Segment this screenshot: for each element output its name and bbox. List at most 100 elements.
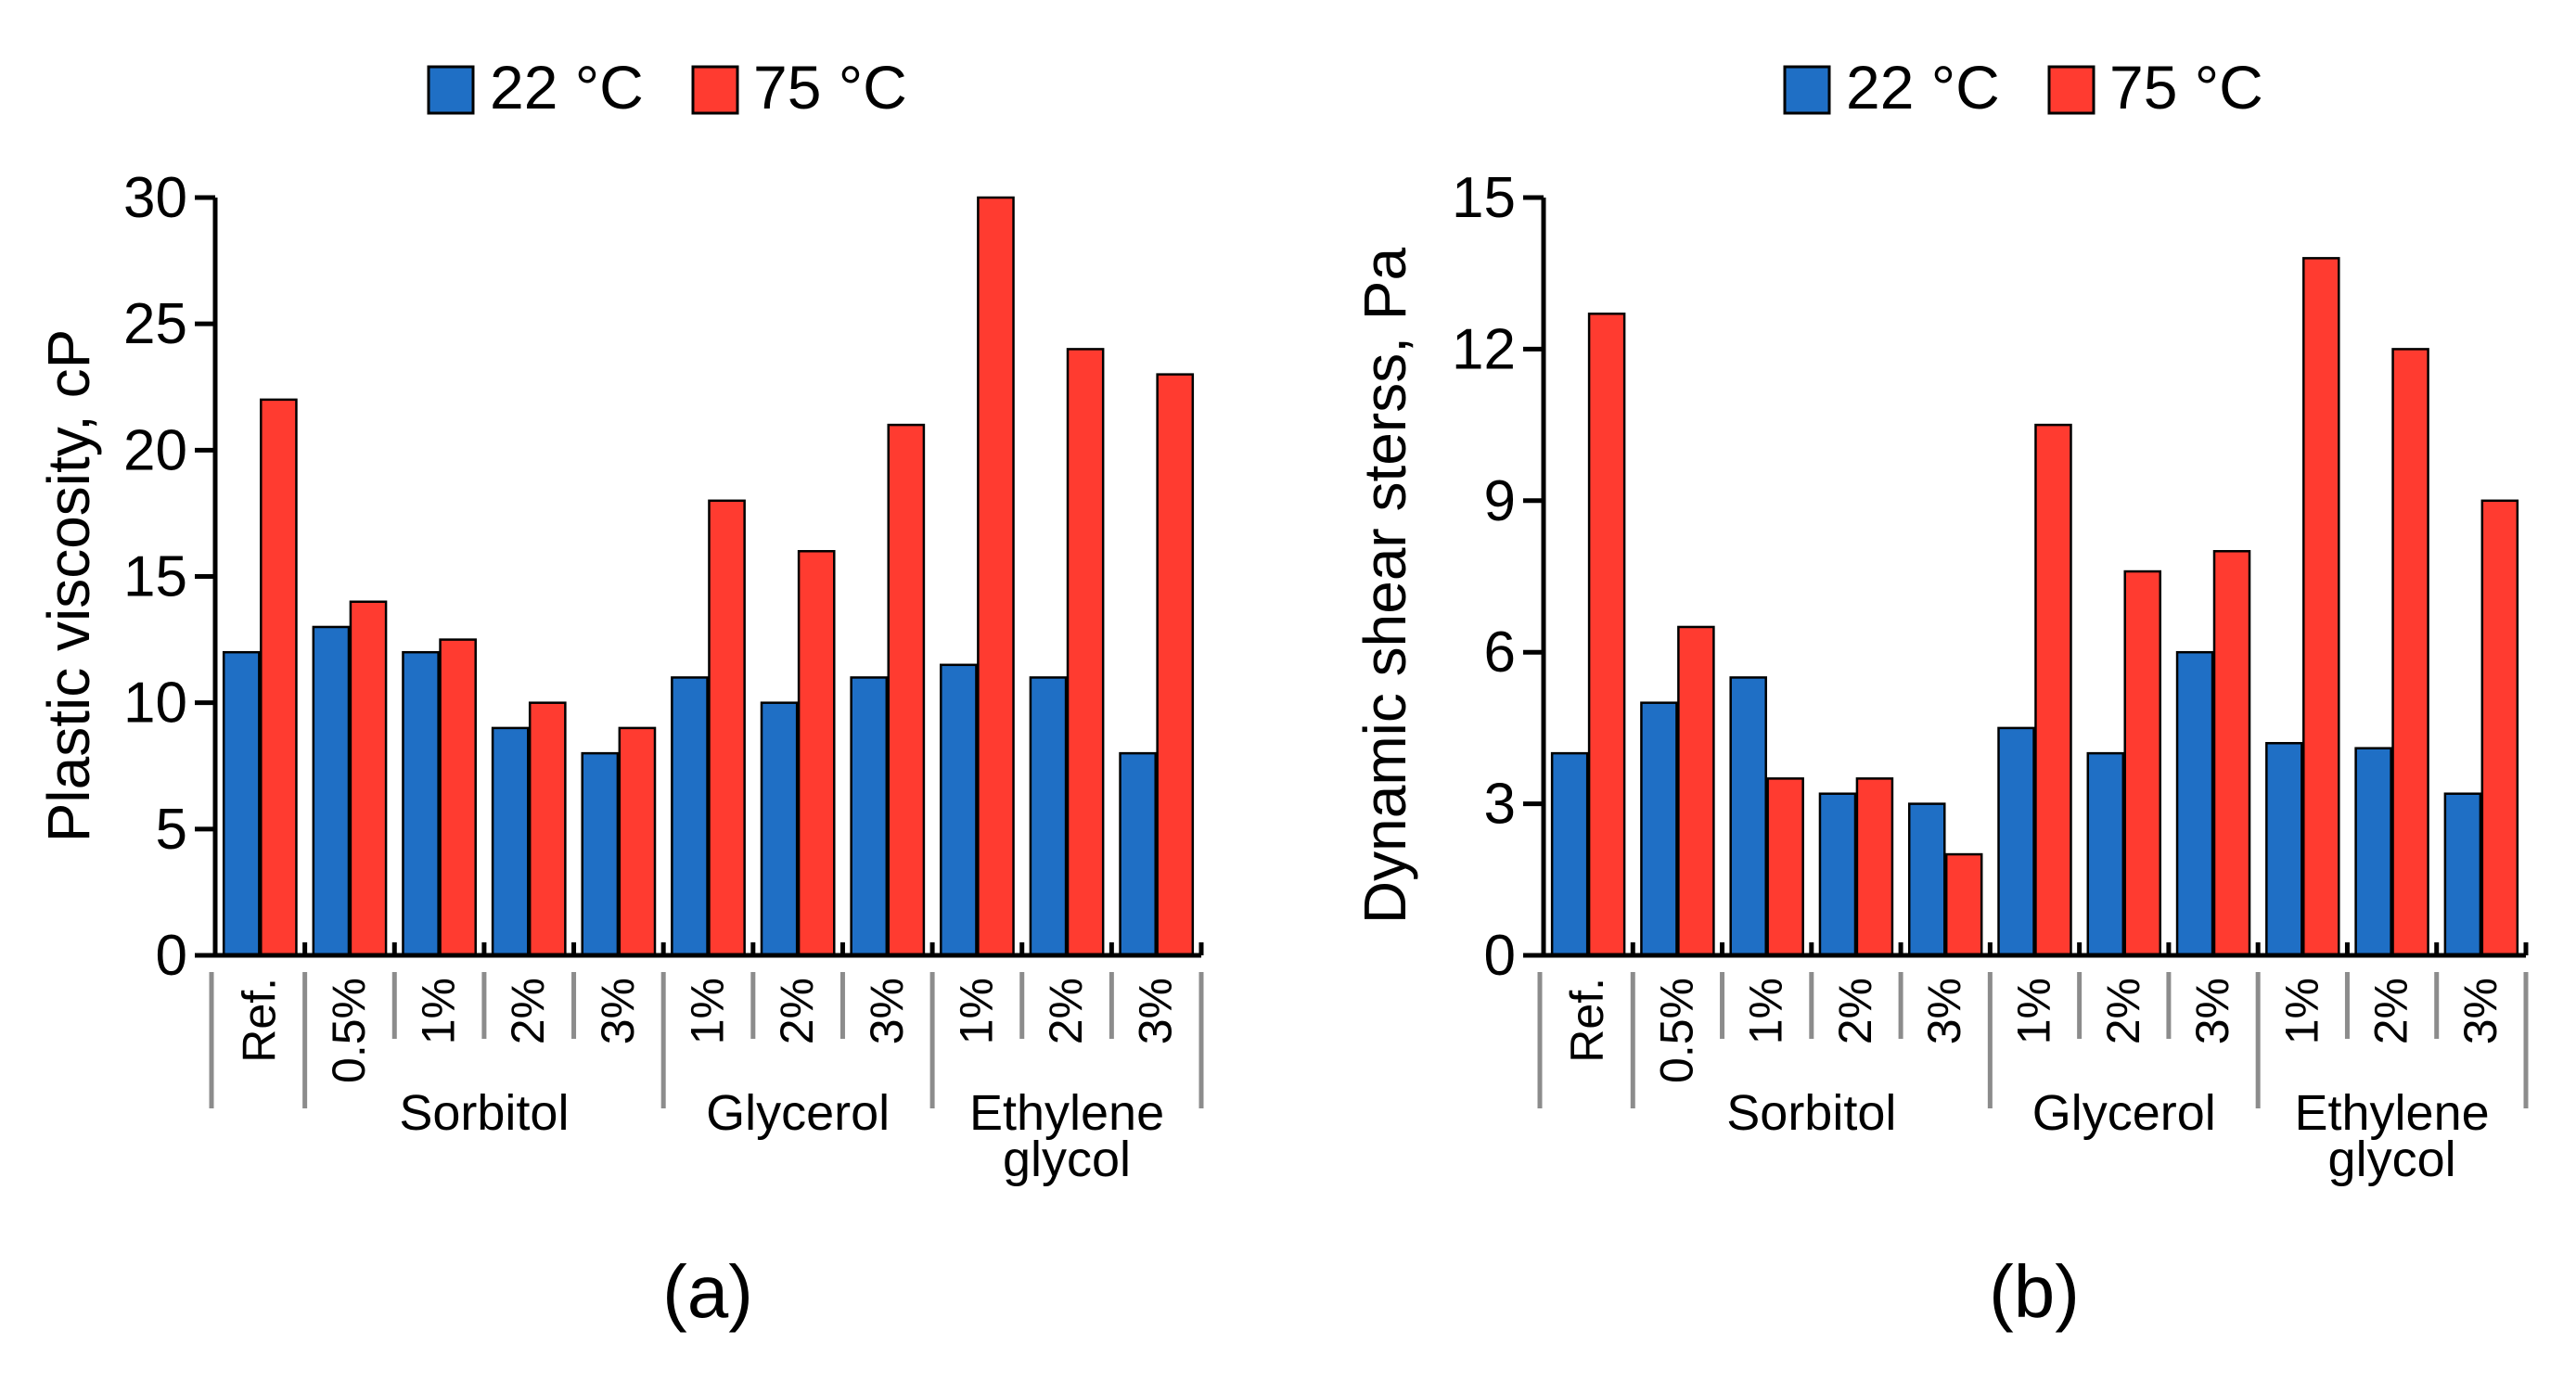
bar-75c-1 [1677,625,1715,957]
panel-label: (a) [662,1250,753,1333]
bar-22c-1 [312,625,351,957]
legend-swatch-75c [2047,65,2095,115]
bar-75c-4 [1944,852,1983,957]
y-tick-label: 0 [156,924,187,988]
bar-22c-4 [581,751,620,957]
bar-75c-3 [528,701,567,957]
bar-22c-0 [222,650,261,957]
x-tick-label: 2% [1829,978,1881,1044]
x-tick-label: 1% [1740,978,1792,1044]
x-tick-label: 2% [502,978,554,1044]
bar-22c-8 [2265,741,2303,957]
y-tick-label: 30 [123,166,187,230]
x-tick-label: 3% [2186,978,2238,1044]
group-label: Ethylene [2295,1085,2490,1141]
x-tick-label: 3% [1130,978,1182,1044]
bar-22c-10 [1119,751,1157,957]
bar-22c-10 [2443,792,2482,957]
y-tick-label: 10 [123,672,187,736]
bar-75c-3 [1855,777,1894,957]
bar-22c-6 [760,701,799,957]
x-tick-label: 2% [2097,978,2149,1044]
bar-75c-0 [1587,313,1626,957]
y-tick-label: 20 [123,418,187,482]
y-tick-label: 0 [1484,924,1516,988]
group-label: glycol [1003,1132,1131,1187]
bar-22c-6 [2086,751,2125,957]
group-label: Glycerol [706,1085,890,1141]
bar-75c-2 [439,638,477,957]
chart-panel-b: 0 3 6 9 12 15 Ref. 0.5% 1% 2% 3% 1% 2% 3% 1% 2% 3% Sorbit… [1352,53,2529,1333]
y-axis-title: Dynamic shear sterss, Pa [1352,248,1418,925]
x-tick-label: 3% [592,978,644,1044]
bar-22c-0 [1550,751,1589,957]
bar-75c-8 [977,196,1015,957]
chart-panel-a: 0 5 10 15 20 25 30 Ref. 0.5% 1% 2% 3% 1% 2% 3% 1% 2% 3% So… [35,53,1204,1333]
group-label: Sorbitol [399,1085,569,1141]
legend-swatch-75c [691,65,739,115]
bar-22c-9 [2354,747,2392,957]
bar-22c-2 [1729,676,1767,957]
x-tick-label: 0.5% [1650,978,1702,1083]
legend-label-75c: 75 °C [2109,53,2263,122]
bar-75c-1 [349,600,388,957]
bar-75c-8 [2302,257,2340,957]
bar-22c-9 [1029,676,1068,957]
group-label: Glycerol [2032,1085,2216,1141]
group-label: Ethylene [969,1085,1164,1141]
bar-22c-3 [1818,792,1857,957]
x-tick-label: 1% [413,978,465,1044]
bar-75c-7 [2212,550,2251,957]
bar-75c-6 [2123,569,2162,957]
bar-75c-10 [1156,373,1195,957]
y-axis-title: Plastic viscosity, cP [35,329,102,843]
bar-75c-5 [708,499,746,957]
x-tick-label: 2% [771,978,823,1044]
bar-75c-4 [618,726,657,957]
legend-swatch-22c [1783,65,1831,115]
panel-label: (b) [1989,1250,2080,1333]
x-tick-label: Ref. [1561,978,1613,1063]
x-tick-label: 2% [1040,978,1092,1044]
bar-22c-8 [940,663,978,957]
bar-22c-1 [1640,701,1678,957]
legend-label-22c: 22 °C [490,53,644,122]
group-label: Sorbitol [1726,1085,1896,1141]
bar-22c-4 [1907,802,1946,957]
x-tick-label: 1% [682,978,734,1044]
bar-75c-9 [2391,348,2429,957]
bar-22c-2 [402,650,440,957]
y-tick-label: 9 [1484,469,1516,533]
bar-75c-9 [1066,348,1105,957]
y-tick-label: 6 [1484,621,1516,685]
y-tick-label: 15 [1452,166,1516,230]
y-tick-label: 15 [123,545,187,609]
legend-label-22c: 22 °C [1846,53,2000,122]
bar-75c-7 [887,423,926,957]
x-tick-label: 3% [2454,978,2506,1044]
bar-22c-3 [491,726,530,957]
y-tick-label: 25 [123,292,187,356]
bar-22c-5 [1997,726,2035,957]
bar-75c-5 [2034,423,2072,957]
x-tick-label: 3% [861,978,913,1044]
y-tick-label: 3 [1484,773,1516,837]
legend-label-75c: 75 °C [753,53,907,122]
group-label: glycol [2328,1132,2456,1187]
bar-22c-5 [671,676,709,957]
x-tick-label: 1% [2275,978,2327,1044]
x-tick-label: 1% [2008,978,2060,1044]
bar-22c-7 [2175,650,2214,957]
y-tick-label: 12 [1452,317,1516,381]
bar-75c-6 [797,550,836,957]
bar-75c-2 [1766,777,1804,957]
bar-75c-10 [2480,499,2519,957]
y-tick-label: 5 [156,798,187,862]
x-tick-label: 0.5% [323,978,375,1083]
x-tick-label: 2% [2365,978,2417,1044]
x-tick-label: 3% [1918,978,1970,1044]
legend-swatch-22c [427,65,475,115]
bar-22c-7 [850,676,889,957]
x-tick-label: Ref. [233,978,285,1063]
